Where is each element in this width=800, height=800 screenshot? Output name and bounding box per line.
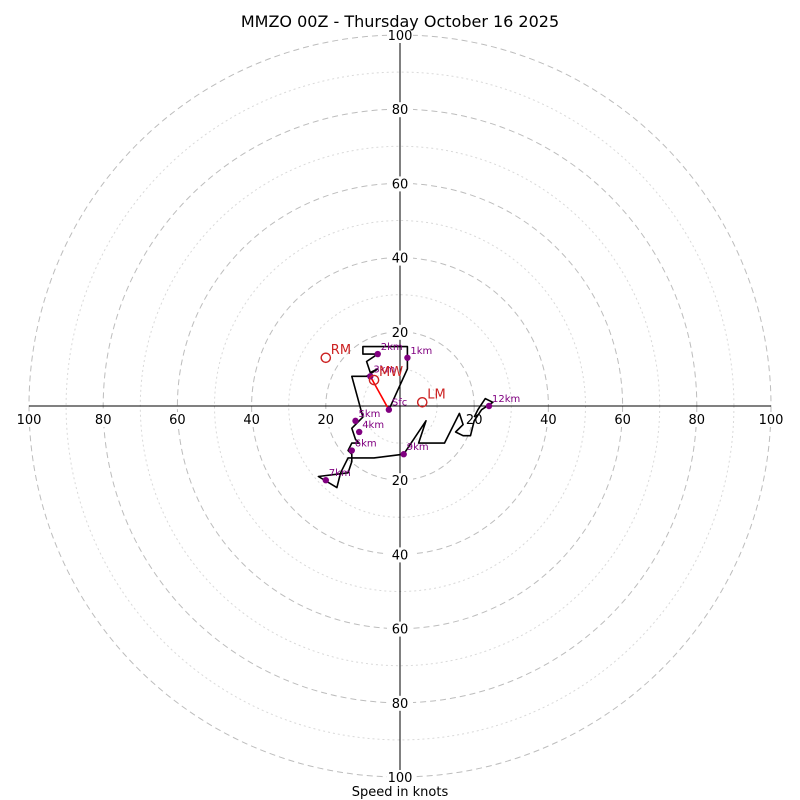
tick-label: 20	[392, 326, 409, 341]
km-point-6km	[348, 447, 355, 454]
storm-motion-label-RM: RM	[331, 343, 351, 358]
storm-motion-MW	[368, 374, 380, 386]
km-point-1km	[404, 354, 411, 361]
tick-label-bg	[758, 412, 784, 427]
chart-title: MMZO 00Z - Thursday October 16 2025	[241, 12, 559, 31]
storm-motion-label-MW: MW	[379, 365, 403, 380]
tick-label-bg	[387, 695, 413, 711]
storm-motion-RM	[320, 352, 332, 364]
tick-label-bg	[387, 28, 413, 43]
tick-label: 60	[392, 177, 409, 192]
tick-label-bg	[90, 412, 117, 427]
tick-label: 60	[169, 413, 186, 428]
tick-label: 100	[759, 413, 784, 428]
km-point-4km	[355, 428, 363, 436]
km-label-6km: 6km	[355, 439, 377, 450]
km-point-9km	[400, 451, 407, 458]
hodograph-trace	[317, 345, 494, 489]
km-label-4km: 4km	[362, 420, 384, 431]
km-label-7km: 7km	[329, 468, 351, 479]
tick-label-bg	[312, 412, 339, 427]
tick-label: 40	[392, 252, 409, 267]
km-label-5km: 5km	[358, 409, 380, 420]
tick-label: 100	[388, 771, 413, 786]
tick-label-bg	[238, 412, 265, 427]
km-label-9km: 9km	[407, 442, 429, 453]
km-point-Sfc	[385, 406, 393, 413]
km-label-12km: 12km	[492, 394, 520, 405]
km-point-7km	[322, 477, 329, 484]
tick-label: 40	[392, 548, 409, 563]
tick-label-bg	[387, 324, 413, 340]
tick-label: 80	[689, 413, 706, 428]
tick-label: 20	[318, 413, 335, 428]
tick-label: 80	[392, 103, 409, 118]
x-axis-label: Speed in knots	[352, 785, 449, 800]
km-label-2km: 2km	[381, 342, 403, 353]
tick-label-bg	[16, 412, 42, 427]
km-point-2km	[374, 350, 381, 358]
tick-label: 80	[95, 413, 112, 428]
tick-label-bg	[683, 412, 710, 427]
tick-label: 80	[392, 697, 409, 712]
tick-label-bg	[387, 250, 413, 266]
km-point-5km	[352, 417, 359, 425]
tick-label-bg	[387, 176, 413, 192]
tick-label-bg	[164, 412, 191, 427]
km-label-3km: 3km	[373, 364, 395, 375]
tick-label: 60	[614, 413, 631, 428]
tick-label-bg	[387, 473, 413, 489]
tick-label: 100	[388, 29, 413, 44]
storm-motion-label-LM: LM	[427, 387, 445, 402]
tick-label-bg	[535, 412, 562, 427]
axes	[29, 35, 771, 777]
tick-label-bg	[609, 412, 636, 427]
shear-vector	[369, 375, 390, 411]
km-label-1km: 1km	[410, 346, 432, 357]
tick-label-bg	[387, 547, 413, 563]
tick-label: 40	[243, 413, 260, 428]
storm-motion-LM	[416, 396, 428, 408]
km-label-Sfc: Sfc	[392, 398, 407, 409]
km-point-12km	[485, 402, 493, 410]
tick-label-bg	[387, 621, 413, 637]
tick-label-bg	[387, 770, 413, 785]
tick-label: 20	[392, 474, 409, 489]
tick-label: 40	[540, 413, 557, 428]
tick-label: 60	[392, 623, 409, 638]
tick-label-bg	[387, 102, 413, 118]
tick-label: 100	[17, 413, 42, 428]
